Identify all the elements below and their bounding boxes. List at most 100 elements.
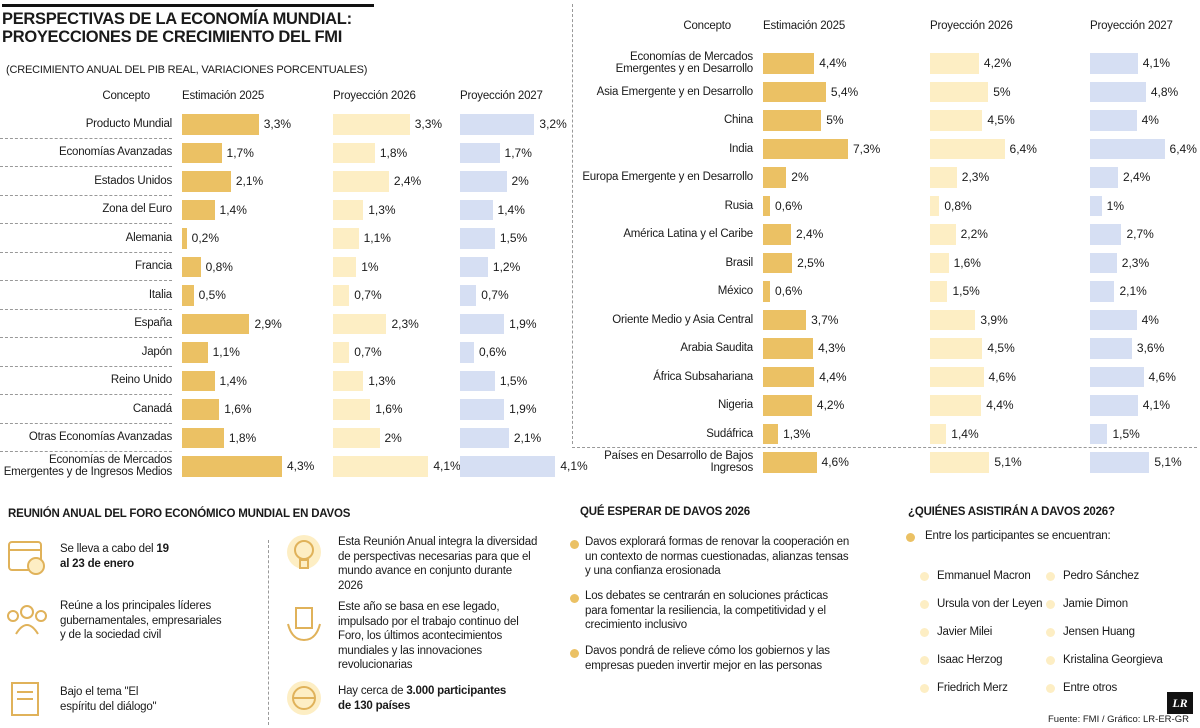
category-label: Arabia Saudita (680, 342, 753, 354)
category-label: India (729, 142, 753, 155)
value-label: 0,7% (354, 345, 382, 360)
bar (763, 81, 826, 102)
value-label: 2,4% (393, 174, 422, 189)
bar (182, 313, 250, 334)
bar (930, 395, 982, 416)
bar (182, 228, 187, 249)
bar (1090, 338, 1132, 359)
bar (460, 228, 495, 249)
bar (182, 171, 231, 192)
value-label: 4,6% (1148, 369, 1176, 384)
bar (1090, 81, 1146, 102)
category-label: España (0, 310, 172, 338)
value-label: 4,3% (818, 341, 846, 356)
bullet (1046, 600, 1055, 609)
bar (460, 456, 556, 477)
bar (182, 370, 215, 391)
bar (333, 370, 364, 391)
bar (763, 366, 815, 387)
expect-item: Davos explorará formas de renovar la coo… (585, 536, 850, 577)
value-label: 4,1% (560, 459, 588, 474)
category-label: Alemania (0, 224, 172, 253)
value-label: 2,9% (254, 316, 282, 331)
bar (460, 399, 505, 420)
bar (460, 342, 474, 363)
bar (460, 199, 493, 220)
value-label: 3,7% (811, 312, 839, 327)
bar (1090, 366, 1144, 387)
column-header: Concepto (102, 90, 150, 102)
bar (930, 224, 956, 245)
bar (763, 138, 848, 159)
value-label: 1,2% (492, 259, 521, 274)
bullet (570, 649, 579, 658)
value-label: 1,9% (509, 316, 537, 331)
category-label: Economías de Mercados Emergentes y de In… (3, 453, 173, 479)
expect-item: Davos pondrá de relieve cómo los gobiern… (585, 645, 830, 672)
divider (268, 540, 269, 725)
bar (333, 114, 410, 135)
column-header: Estimación 2025 (182, 90, 265, 102)
icon-globe (287, 681, 321, 715)
bar (763, 53, 815, 74)
value-label: 1,5% (499, 231, 528, 246)
logo: LR (1167, 692, 1193, 714)
value-label: 1,7% (504, 145, 532, 160)
value-label: 1,6% (224, 402, 252, 417)
value-label: 0,7% (481, 288, 509, 303)
bar (763, 195, 770, 216)
column-header: Proyección 2027 (1090, 20, 1173, 32)
bar (460, 256, 488, 277)
value-label: 4,8% (1150, 84, 1179, 99)
source: Fuente: FMI / Gráfico: LR-ER-GR (1048, 714, 1189, 725)
bar (763, 338, 814, 359)
bar (333, 228, 359, 249)
column-header: Concepto (683, 20, 731, 32)
bar (763, 110, 822, 131)
category-label: África Subsahariana (653, 370, 753, 383)
bullet (920, 656, 929, 665)
value-label: 2,5% (797, 255, 825, 270)
value-label: 4,5% (987, 341, 1015, 356)
meeting-item: Esta Reunión Anual integra la diversidad… (338, 536, 538, 592)
bar (930, 309, 976, 330)
value-label: 3,3% (263, 117, 292, 132)
category-label: Rusia (724, 199, 754, 212)
bar (763, 167, 787, 188)
bar (460, 313, 505, 334)
category-label: México (717, 285, 753, 297)
bar (930, 81, 989, 102)
bar (460, 142, 500, 163)
bar (763, 252, 793, 273)
value-label: 1% (1106, 198, 1124, 213)
value-label: 1,8% (379, 145, 408, 160)
bar (930, 138, 1005, 159)
value-label: 4,1% (1142, 398, 1171, 413)
section-title: ¿QUIÉNES ASISTIRÁN A DAVOS 2026? (908, 506, 1115, 518)
value-label: 2,4% (1122, 170, 1151, 185)
value-label: 4,4% (819, 56, 847, 71)
value-label: 1,8% (228, 430, 257, 445)
value-label: 0,6% (774, 284, 803, 299)
value-label: 4,6% (821, 455, 849, 470)
icon-document (11, 682, 39, 716)
bar (1090, 423, 1108, 444)
bar (333, 427, 380, 448)
value-label: 4,6% (988, 369, 1016, 384)
bullet (1046, 684, 1055, 693)
bar (930, 423, 947, 444)
bar (1090, 110, 1137, 131)
category-label: Estados Unidos (0, 167, 172, 196)
value-label: 4,4% (819, 369, 847, 384)
value-label: 0,8% (205, 259, 233, 274)
bar (1090, 195, 1102, 216)
bar (333, 313, 387, 334)
bar (763, 452, 817, 473)
value-label: 5% (993, 84, 1011, 99)
category-label: Sudáfrica (706, 427, 753, 440)
value-label: 2,2% (960, 227, 988, 242)
bar (1090, 167, 1118, 188)
attendee-name: Kristalina Georgieva (1063, 654, 1163, 666)
